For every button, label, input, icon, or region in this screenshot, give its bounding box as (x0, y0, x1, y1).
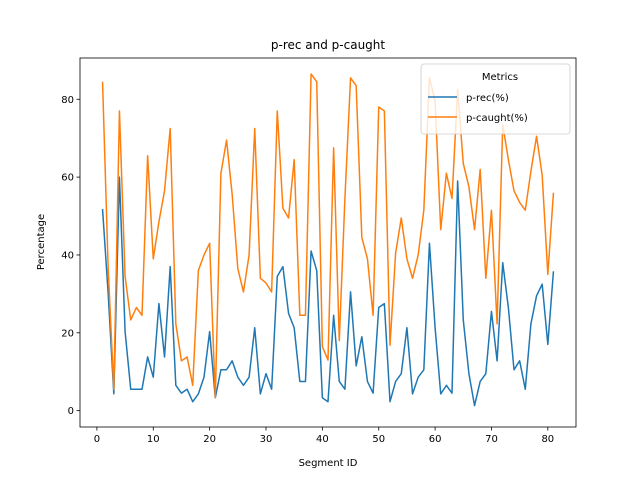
x-axis-ticks: 0 10 20 30 40 50 60 70 80 (94, 427, 554, 445)
series-line-2 (101, 73, 555, 399)
legend-label-2: p-caught(%) (466, 113, 528, 124)
plot-frame (79, 57, 577, 428)
legend: Metrics p-rec(%) p-caught(%) (420, 63, 571, 135)
x-axis-label: Segment ID (299, 458, 358, 469)
x-tick-label: 10 (147, 434, 160, 445)
chart-title: p-rec and p-caught (271, 38, 386, 52)
x-tick-label: 0 (94, 434, 100, 445)
y-tick-label: 40 (61, 250, 74, 261)
x-tick-label: 70 (485, 434, 498, 445)
series-lines (101, 73, 555, 407)
x-tick-label: 30 (260, 434, 273, 445)
x-tick-label: 20 (203, 434, 216, 445)
y-tick-label: 80 (61, 95, 74, 106)
legend-box (420, 63, 571, 135)
y-tick-label: 0 (68, 406, 74, 417)
series-line-1 (101, 176, 555, 407)
x-tick-label: 80 (541, 434, 554, 445)
legend-title: Metrics (482, 72, 518, 83)
y-axis-label: Percentage (36, 214, 47, 270)
y-axis-ticks: 0 20 40 60 80 (61, 95, 80, 417)
x-tick-label: 50 (372, 434, 385, 445)
x-tick-label: 60 (429, 434, 442, 445)
x-tick-label: 40 (316, 434, 329, 445)
y-tick-label: 60 (61, 173, 74, 184)
y-tick-label: 20 (61, 328, 74, 339)
legend-label-1: p-rec(%) (466, 93, 509, 104)
